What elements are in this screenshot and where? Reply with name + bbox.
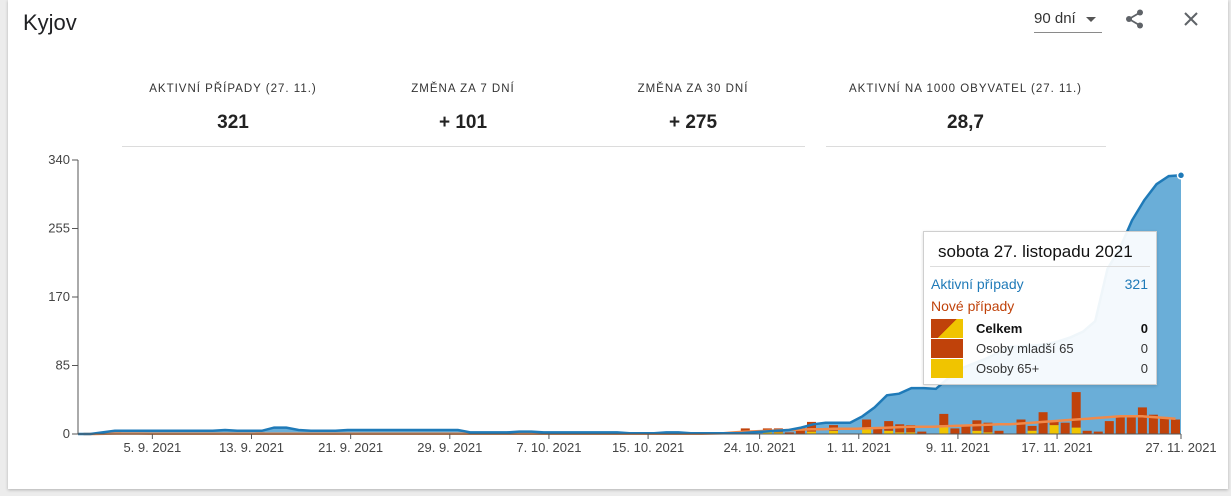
bar-new-cases-65plus	[939, 425, 949, 434]
active-cases-area	[78, 175, 1181, 435]
bar-new-cases-under65	[1027, 425, 1037, 431]
bar-new-cases-under65	[1115, 417, 1125, 434]
young-swatch-icon	[931, 339, 963, 358]
stat-value: + 275	[668, 112, 718, 133]
bar-new-cases-65plus	[983, 432, 993, 434]
stat-value: + 101	[438, 112, 488, 133]
tooltip-active-row: Aktivní případy 321	[931, 276, 1148, 292]
bar-new-cases-under65	[950, 428, 960, 434]
bar-new-cases-65plus	[895, 432, 905, 434]
x-tick-label: 21. 9. 2021	[318, 440, 383, 455]
bar-new-cases-under65	[1104, 421, 1114, 434]
active-cases-last-point	[1176, 171, 1186, 180]
bar-new-cases-under65	[994, 430, 1004, 434]
bar-new-cases-under65	[983, 422, 993, 433]
x-tick-label: 27. 11. 2021	[1145, 440, 1216, 455]
tooltip-new-label: Nové případy	[931, 298, 1015, 314]
divider	[930, 266, 1150, 267]
stat-active-per-1000: AKTIVNÍ NA 1000 OBYVATEL (27. 11.) 28,7	[833, 83, 1098, 134]
x-tick-label: 13. 9. 2021	[219, 440, 284, 455]
bar-new-cases-under65	[1060, 422, 1070, 434]
bar-new-cases-under65	[1171, 419, 1180, 434]
stat-label: ZMĚNA ZA 30 DNÍ	[637, 83, 749, 95]
stat-label: ZMĚNA ZA 7 DNÍ	[411, 83, 515, 95]
x-tick-label: 17. 11. 2021	[1021, 440, 1092, 455]
x-tick-label: 29. 9. 2021	[417, 440, 482, 455]
y-tick-label: 340	[48, 152, 70, 167]
tooltip-row-value: 0	[1140, 341, 1148, 356]
share-icon[interactable]	[1124, 8, 1146, 30]
bar-new-cases-65plus	[884, 430, 894, 434]
time-range-select[interactable]: 90 dní	[1034, 8, 1102, 33]
time-range-value: 90 dní	[1034, 10, 1076, 27]
bar-new-cases-65plus	[906, 432, 916, 434]
bar-new-cases-under65	[1148, 414, 1158, 434]
chart-axes: 0 85 170 255 340 5. 9. 2021 13. 9. 2021 21. 9. …	[48, 152, 1216, 455]
stat-value: 321	[217, 112, 249, 133]
bar-new-cases-under65	[1126, 416, 1136, 434]
bar-new-cases-65plus	[972, 430, 982, 434]
old-swatch-icon	[931, 359, 963, 378]
bar-new-cases-under65	[1093, 431, 1103, 434]
tooltip-row-young: Osoby mladší 65 0	[931, 339, 1148, 359]
y-tick-label: 255	[48, 221, 70, 236]
stat-change-7-days: ZMĚNA ZA 7 DNÍ + 101	[368, 83, 558, 134]
divider	[122, 146, 805, 147]
y-tick-label: 85	[56, 358, 70, 373]
bar-new-cases-65plus	[773, 432, 783, 434]
stat-value: 28,7	[947, 112, 984, 133]
stat-active-cases: AKTIVNÍ PŘÍPADY (27. 11.) 321	[133, 83, 333, 134]
stat-change-30-days: ZMĚNA ZA 30 DNÍ + 275	[593, 83, 793, 134]
region-title: Kyjov	[23, 10, 77, 35]
tooltip-row-value: 0	[1140, 321, 1148, 336]
bar-new-cases-under65	[906, 425, 916, 433]
y-tick-label: 170	[48, 289, 70, 304]
bar-new-cases-under65	[1071, 392, 1081, 428]
bar-new-cases-under65	[884, 421, 894, 431]
x-tick-label: 24. 10. 2021	[723, 440, 795, 455]
bar-new-cases-under65	[939, 413, 949, 426]
bar-new-cases-under65	[784, 432, 794, 434]
tooltip-row-old: Osoby 65+ 0	[931, 359, 1148, 379]
tooltip-active-value: 321	[1124, 276, 1148, 292]
x-tick-label: 5. 9. 2021	[123, 440, 181, 455]
bar-new-cases-under65	[917, 431, 927, 434]
x-tick-label: 9. 11. 2021	[926, 440, 990, 455]
x-tick-label: 1. 11. 2021	[827, 440, 891, 455]
bar-new-cases-65plus	[829, 430, 838, 434]
tooltip-row-label: Osoby mladší 65	[976, 341, 1074, 356]
bar-new-cases-under65	[1082, 430, 1092, 434]
bar-new-cases-65plus	[1027, 430, 1037, 434]
bar-new-cases-under65	[961, 425, 971, 434]
bar-new-cases-under65	[862, 419, 872, 430]
bar-new-cases-under65	[807, 421, 816, 432]
bar-new-cases-65plus	[862, 429, 872, 434]
x-tick-label: 15. 10. 2021	[612, 440, 684, 455]
close-icon[interactable]	[1180, 8, 1202, 30]
bar-new-cases-under65	[873, 427, 883, 434]
bar-new-cases-under65	[1159, 417, 1169, 434]
bar-new-cases-65plus	[807, 431, 816, 434]
chart-tooltip: sobota 27. listopadu 2021 Aktivní případ…	[923, 231, 1157, 385]
divider	[826, 146, 1106, 147]
bar-new-cases-65plus	[1049, 425, 1059, 434]
tooltip-row-total: Celkem 0	[931, 319, 1148, 339]
tooltip-active-label: Aktivní případy	[931, 276, 1024, 292]
bar-new-cases-under65	[1049, 421, 1059, 426]
x-tick-label: 7. 10. 2021	[516, 440, 581, 455]
tooltip-date: sobota 27. listopadu 2021	[938, 242, 1133, 261]
y-tick-label: 0	[63, 426, 70, 441]
chevron-down-icon	[1086, 17, 1096, 22]
bar-new-cases-65plus	[762, 431, 772, 434]
bar-new-cases-under65	[1137, 407, 1147, 434]
tooltip-row-label: Celkem	[976, 321, 1023, 336]
tooltip-row-label: Osoby 65+	[976, 361, 1040, 376]
stat-label: AKTIVNÍ NA 1000 OBYVATEL (27. 11.)	[849, 83, 1082, 95]
total-swatch-icon	[931, 319, 963, 338]
bar-new-cases-under65	[1016, 419, 1026, 434]
tooltip-row-value: 0	[1140, 361, 1148, 376]
bar-new-cases-65plus	[1071, 427, 1081, 434]
stat-label: AKTIVNÍ PŘÍPADY (27. 11.)	[149, 83, 317, 95]
